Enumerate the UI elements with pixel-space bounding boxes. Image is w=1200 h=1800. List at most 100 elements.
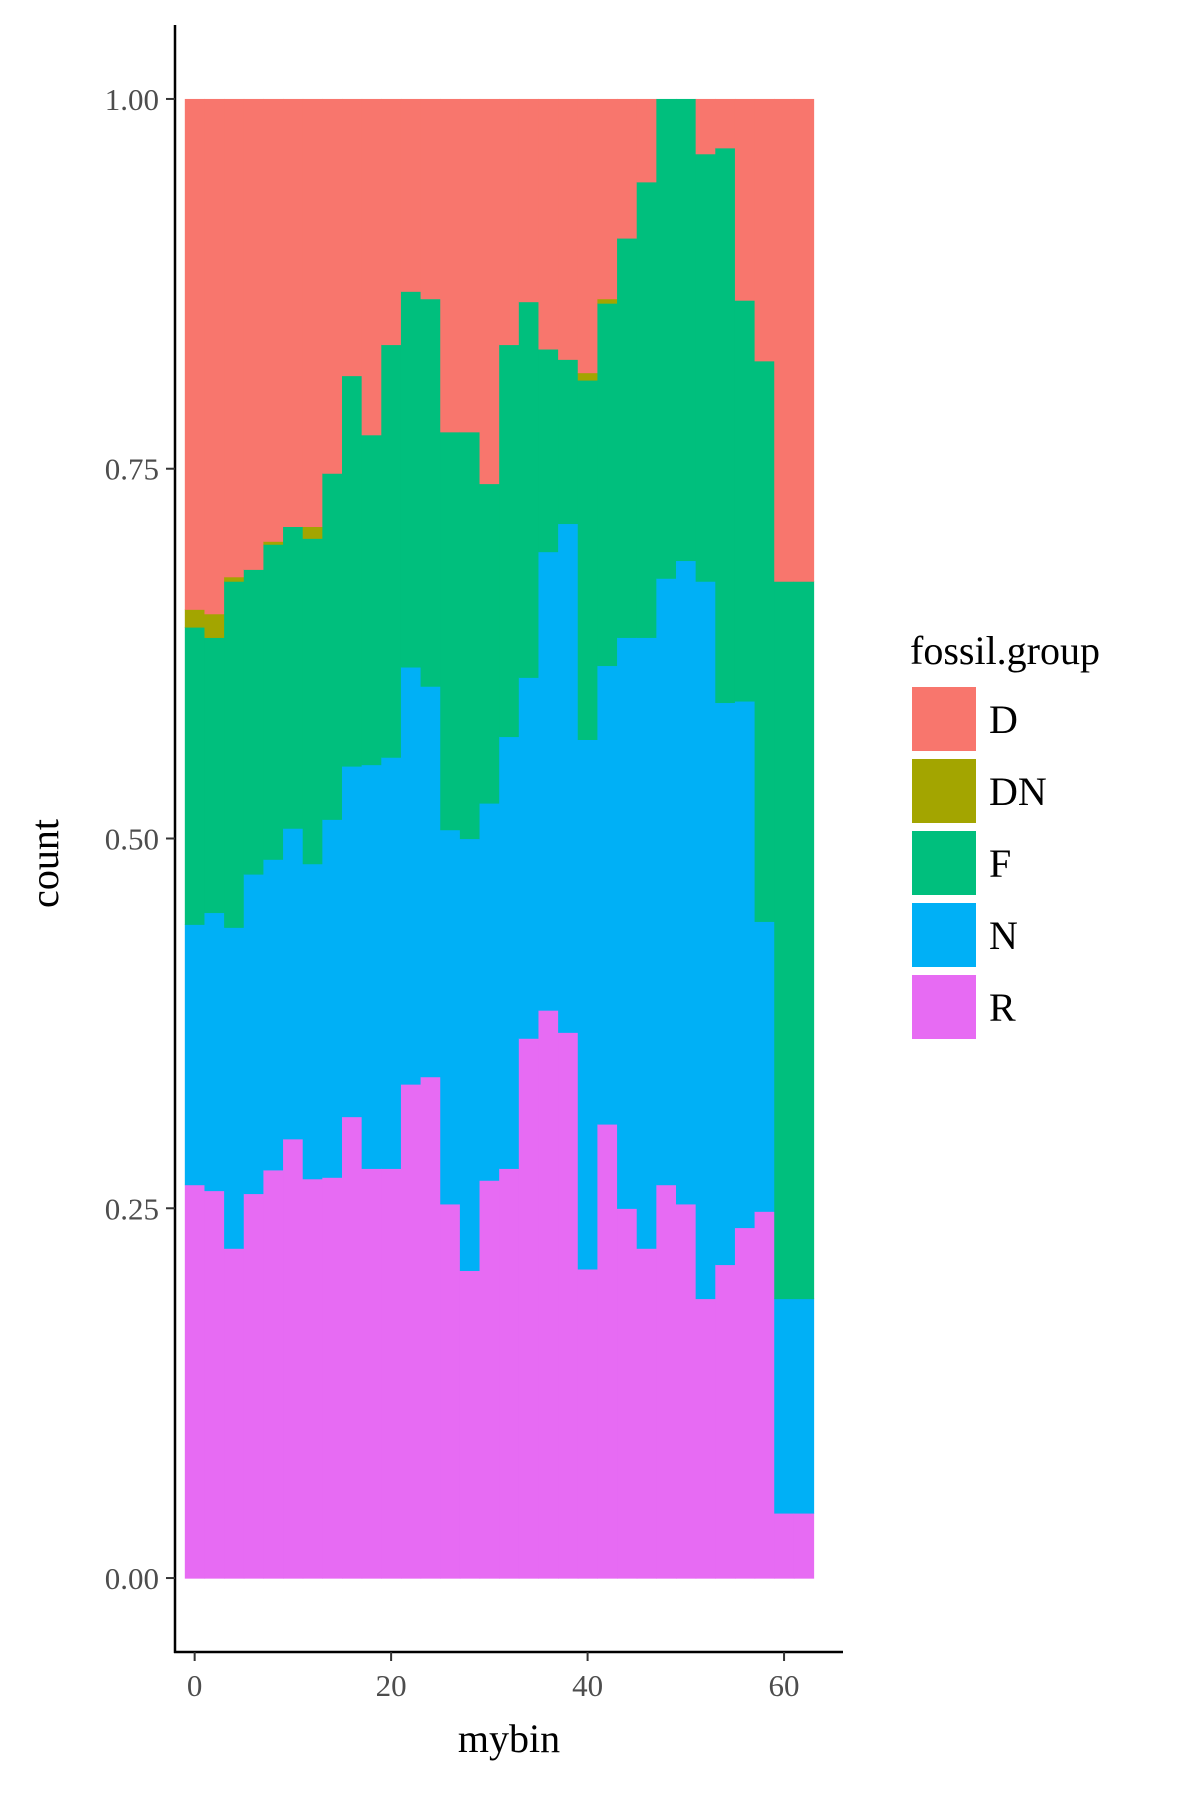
bar-R-bin-54 (715, 1264, 736, 1579)
bar-D-bin-22 (400, 98, 422, 292)
bar-D-bin-44 (617, 98, 638, 239)
bar-D-bin-54 (715, 98, 736, 149)
x-tick-label: 40 (572, 1668, 603, 1703)
bar-F-bin-60 (774, 581, 795, 1300)
bar-D-bin-14 (322, 98, 343, 474)
bar-D-bin-12 (302, 98, 323, 528)
bar-N-bin-10 (283, 828, 304, 1140)
y-tick-label: 0.00 (105, 1561, 159, 1596)
bar-R-bin-18 (361, 1168, 382, 1579)
bar-R-bin-48 (656, 1184, 677, 1579)
bar-F-bin-48 (656, 98, 677, 579)
bar-R-bin-58 (754, 1211, 775, 1579)
bar-F-bin-14 (322, 473, 343, 820)
bar-F-bin-26 (440, 431, 461, 831)
bar-N-bin-34 (518, 677, 540, 1039)
bar-R-bin-42 (597, 1123, 618, 1579)
bar-DN-bin-0 (184, 609, 206, 628)
bar-F-bin-50 (676, 98, 697, 562)
bar-F-bin-40 (577, 379, 599, 740)
x-tick-label: 20 (376, 1668, 407, 1703)
bar-D-bin-24 (420, 98, 441, 300)
bar-F-bin-62 (793, 581, 815, 1300)
bar-N-bin-22 (400, 666, 422, 1085)
bar-N-bin-20 (381, 757, 402, 1169)
bar-R-bin-10 (283, 1138, 304, 1579)
bar-D-bin-60 (774, 98, 795, 582)
bar-D-bin-42 (597, 98, 618, 300)
bar-F-bin-0 (184, 626, 206, 925)
bar-N-bin-58 (754, 921, 775, 1212)
bar-D-bin-62 (793, 98, 815, 582)
bar-N-bin-56 (734, 700, 756, 1229)
bar-N-bin-62 (793, 1298, 815, 1514)
bar-R-bin-12 (302, 1178, 323, 1579)
bar-R-bin-0 (184, 1184, 206, 1579)
bar-R-bin-4 (224, 1248, 245, 1579)
bar-F-bin-6 (243, 569, 265, 875)
bar-D-bin-6 (243, 98, 265, 570)
legend-key-DN (910, 757, 978, 825)
x-tick-label: 0 (187, 1668, 203, 1703)
bar-DN-bin-40 (577, 372, 599, 381)
bar-R-bin-38 (558, 1032, 579, 1579)
bar-R-bin-24 (420, 1076, 441, 1579)
x-axis-title: mybin (458, 1716, 560, 1761)
legend-label-R: R (989, 985, 1016, 1030)
bar-R-bin-60 (774, 1512, 795, 1579)
legend-label-F: F (989, 841, 1011, 886)
bar-R-bin-14 (322, 1177, 343, 1579)
bar-F-bin-56 (734, 300, 756, 702)
bar-R-bin-32 (499, 1168, 520, 1579)
bar-D-bin-8 (263, 98, 284, 542)
legend-key-R (910, 973, 978, 1041)
y-tick-label: 0.75 (105, 452, 159, 487)
bar-F-bin-30 (479, 483, 500, 804)
bar-F-bin-4 (224, 581, 245, 928)
bar-F-bin-54 (715, 147, 736, 704)
bar-D-bin-16 (342, 98, 363, 377)
bar-R-bin-36 (538, 1010, 559, 1579)
bar-F-bin-10 (283, 526, 304, 829)
bar-R-bin-40 (577, 1268, 599, 1579)
bar-N-bin-4 (224, 927, 245, 1249)
bar-R-bin-34 (518, 1038, 540, 1579)
bar-F-bin-58 (754, 360, 775, 922)
bar-N-bin-12 (302, 863, 323, 1180)
bar-N-bin-42 (597, 665, 618, 1125)
legend: fossil.group D DN FNR (910, 628, 1100, 1041)
bar-R-bin-44 (617, 1208, 638, 1579)
bar-F-bin-18 (361, 434, 382, 766)
legend-label-N: N (989, 913, 1018, 958)
bar-DN-bin-2 (204, 613, 225, 638)
bar-N-bin-28 (459, 838, 481, 1271)
bar-F-bin-42 (597, 303, 618, 667)
bar-R-bin-28 (459, 1270, 481, 1579)
bar-F-bin-2 (204, 637, 225, 914)
bar-F-bin-20 (381, 344, 402, 758)
bar-F-bin-52 (695, 153, 716, 582)
bar-R-bin-8 (263, 1169, 284, 1579)
bar-N-bin-48 (656, 578, 677, 1186)
bar-F-bin-22 (400, 291, 422, 668)
bar-N-bin-40 (577, 739, 599, 1270)
legend-label-DN: DN (989, 769, 1047, 814)
bar-N-bin-24 (420, 686, 441, 1078)
bar-R-bin-50 (676, 1203, 697, 1579)
bar-D-bin-56 (734, 98, 756, 301)
plot-area (184, 98, 815, 1579)
bar-D-bin-52 (695, 98, 716, 155)
bar-DN-bin-42 (597, 298, 618, 304)
bar-N-bin-30 (479, 803, 500, 1181)
bar-F-bin-34 (518, 301, 540, 678)
bar-F-bin-12 (302, 538, 323, 865)
bar-N-bin-54 (715, 702, 736, 1266)
bar-DN-bin-12 (302, 526, 323, 539)
bar-R-bin-62 (793, 1512, 815, 1579)
bar-N-bin-38 (558, 523, 579, 1033)
legend-key-N (910, 901, 978, 969)
bar-R-bin-46 (636, 1248, 657, 1579)
bar-D-bin-20 (381, 98, 402, 346)
bar-D-bin-40 (577, 98, 599, 374)
